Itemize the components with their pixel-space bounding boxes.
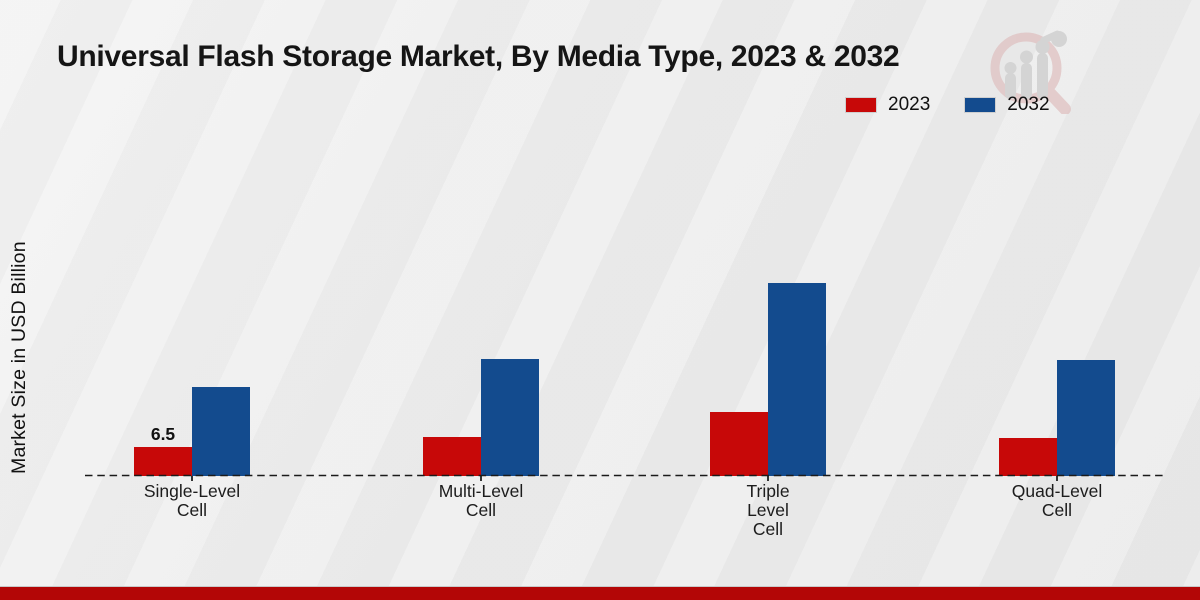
legend-label-2032: 2032	[1007, 94, 1050, 115]
x-tick-triple-level-cell	[767, 476, 769, 481]
legend-item-2032: 2032	[964, 94, 1050, 116]
footer-accent-bar	[0, 586, 1200, 600]
bar-2023-triple-level-cell	[710, 412, 768, 476]
bar-2023-multi-level-cell	[423, 437, 481, 476]
bar-2032-quad-level-cell	[1057, 360, 1115, 476]
x-tick-single-level-cell	[191, 476, 193, 481]
bar-2023-single-level-cell	[134, 447, 192, 476]
legend-swatch-2032	[964, 97, 997, 113]
bar-2032-single-level-cell	[192, 387, 250, 476]
legend-swatch-2023	[845, 97, 877, 113]
bar-value-label: 6.5	[150, 424, 176, 444]
magnifier-bar-chart-logo-icon	[985, 26, 1077, 115]
x-tick-label-triple-level-cell: Triple Level Cell	[746, 481, 790, 539]
x-tick-label-single-level-cell: Single-Level Cell	[143, 481, 241, 520]
chart-title: Universal Flash Storage Market, By Media…	[57, 40, 900, 73]
legend-item-2023: 2023	[845, 94, 930, 116]
bar-2023-quad-level-cell	[999, 438, 1057, 476]
x-tick-quad-level-cell	[1056, 476, 1058, 481]
x-tick-multi-level-cell	[480, 476, 482, 481]
x-tick-label-multi-level-cell: Multi-Level Cell	[438, 481, 524, 520]
legend: 2023 2032	[845, 94, 1072, 116]
x-tick-label-quad-level-cell: Quad-Level Cell	[1011, 481, 1103, 520]
bar-2032-triple-level-cell	[768, 283, 826, 476]
legend-label-2023: 2023	[888, 94, 931, 115]
bar-2032-multi-level-cell	[481, 359, 539, 476]
